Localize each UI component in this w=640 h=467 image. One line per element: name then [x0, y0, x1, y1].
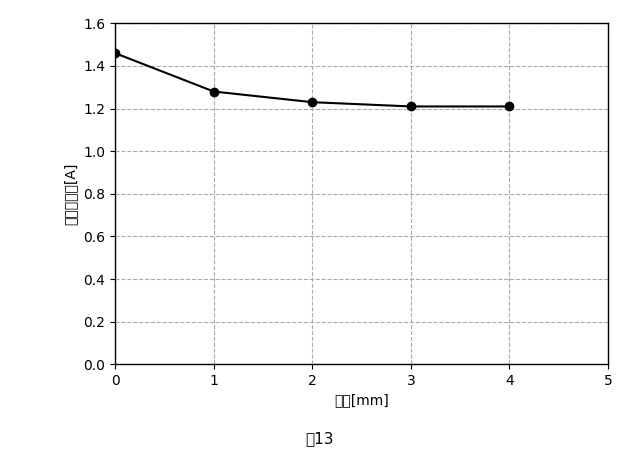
X-axis label: 幅　[mm]: 幅 [mm]	[334, 394, 389, 408]
Text: 図13: 図13	[306, 432, 334, 446]
Y-axis label: 最大電流値[A]: 最大電流値[A]	[64, 163, 78, 225]
